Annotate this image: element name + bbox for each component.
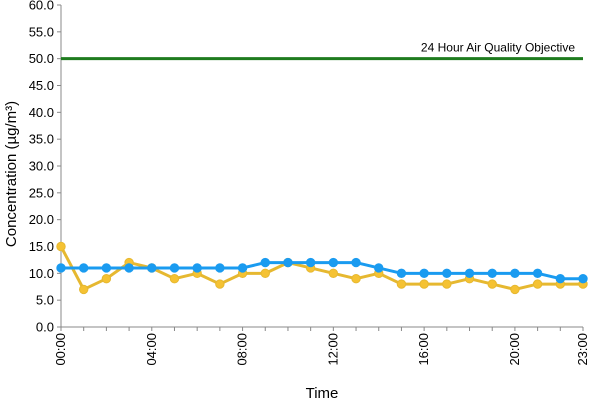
y-axis-title: Concentration (µg/m³) [3, 101, 20, 247]
series-1-point [56, 241, 66, 252]
series-2-point [396, 268, 407, 279]
series-1-point [532, 279, 543, 289]
series-2-point [532, 268, 543, 279]
series-1-point [510, 284, 520, 295]
series-2-point [442, 268, 452, 279]
y-tick-label: 55.0 [29, 24, 54, 39]
series-2-point [305, 257, 316, 268]
y-tick-label: 50.0 [29, 51, 54, 66]
series-2-point [487, 268, 497, 279]
y-tick-label: 45.0 [29, 78, 54, 93]
series-2-point [328, 257, 339, 268]
series-2-point [283, 257, 293, 268]
x-tick-label: 16:00 [416, 333, 431, 366]
x-tick-label: 23:00 [575, 333, 590, 366]
series-1-point [351, 274, 361, 284]
y-tick-label: 40.0 [29, 105, 54, 120]
series-1-point [396, 279, 407, 289]
y-tick-label: 20.0 [29, 212, 54, 227]
y-tick-label: 35.0 [29, 132, 54, 147]
y-tick-label: 30.0 [29, 159, 54, 174]
series-1-point [215, 279, 225, 289]
series-2-point [56, 263, 66, 273]
y-tick-label: 25.0 [29, 185, 54, 200]
series-2-point [215, 263, 225, 273]
y-tick-label: 5.0 [36, 293, 54, 308]
series-1-point [101, 274, 112, 284]
series-2-point [237, 263, 248, 273]
series-1-point [260, 268, 270, 279]
x-tick-label: 08:00 [235, 333, 250, 366]
series-2-point [78, 263, 89, 273]
series-2-point [510, 268, 520, 279]
x-tick-label: 00:00 [53, 333, 68, 366]
series-2-point [124, 263, 134, 273]
plot-area: 0.0 5.0 10.0 15.0 20.0 25.0 30.0 35.0 40.0 45.0 50… [29, 0, 590, 366]
objective-label: 24 Hour Air Quality Objective [421, 41, 575, 55]
series-2-point [260, 257, 270, 268]
series-1-point [419, 279, 429, 289]
x-tick-label: 04:00 [144, 333, 159, 366]
series-2-point [555, 274, 566, 284]
series-2-point [192, 263, 202, 273]
y-tick-label: 60.0 [29, 0, 54, 13]
series-2-point [351, 257, 361, 268]
series-1-point [442, 279, 452, 289]
series-2-point [374, 263, 384, 273]
x-tick-label: 12:00 [325, 333, 340, 366]
series-1-point [78, 284, 89, 295]
series-1-point [328, 268, 339, 279]
series-2-point [147, 263, 157, 273]
series-2-point [169, 263, 180, 273]
series-1-point [169, 274, 180, 284]
x-tick-label: 20:00 [507, 333, 522, 366]
series-1-point [487, 279, 497, 289]
y-tick-label: 0.0 [36, 320, 54, 335]
series-2-point [578, 274, 588, 284]
series-2-point [419, 268, 429, 279]
y-tick-label: 10.0 [29, 266, 54, 281]
x-axis-title: Time [306, 385, 339, 400]
series-2-point [464, 268, 475, 279]
y-tick-label: 15.0 [29, 239, 54, 254]
series-2-point [101, 263, 112, 273]
